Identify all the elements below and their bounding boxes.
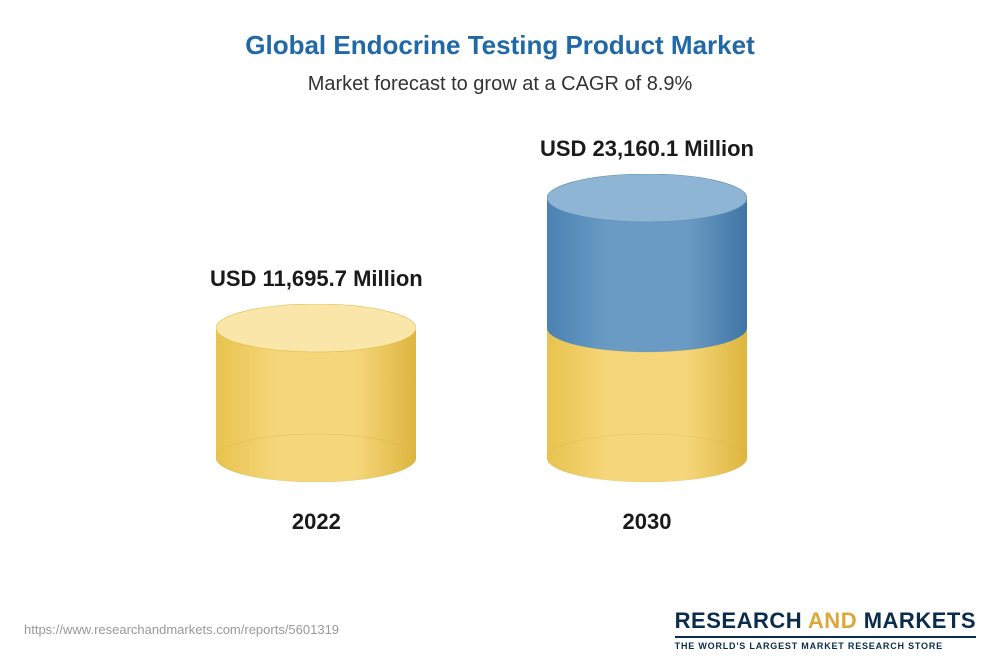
chart-title: Global Endocrine Testing Product Market: [0, 0, 1000, 61]
source-url: https://www.researchandmarkets.com/repor…: [24, 622, 339, 637]
bar-2022: USD 11,695.7 Million 2022: [210, 266, 423, 535]
year-label-2022: 2022: [292, 509, 341, 535]
value-label-2030: USD 23,160.1 Million: [540, 136, 754, 162]
value-label-2022: USD 11,695.7 Million: [210, 266, 423, 292]
logo-word-3: MARKETS: [864, 608, 976, 633]
logo-word-2: AND: [808, 608, 857, 633]
year-label-2030: 2030: [623, 509, 672, 535]
footer: https://www.researchandmarkets.com/repor…: [0, 608, 1000, 651]
cylinder-2022: [216, 304, 416, 487]
bar-2030: USD 23,160.1 Million: [540, 136, 754, 535]
logo-text: RESEARCH AND MARKETS: [675, 608, 976, 634]
logo-tagline: THE WORLD'S LARGEST MARKET RESEARCH STOR…: [675, 636, 976, 651]
logo: RESEARCH AND MARKETS THE WORLD'S LARGEST…: [675, 608, 976, 651]
logo-word-1: RESEARCH: [675, 608, 802, 633]
chart-area: USD 11,695.7 Million 2022: [0, 116, 1000, 556]
cylinder-2030: [547, 174, 747, 487]
chart-subtitle: Market forecast to grow at a CAGR of 8.9…: [0, 61, 1000, 96]
